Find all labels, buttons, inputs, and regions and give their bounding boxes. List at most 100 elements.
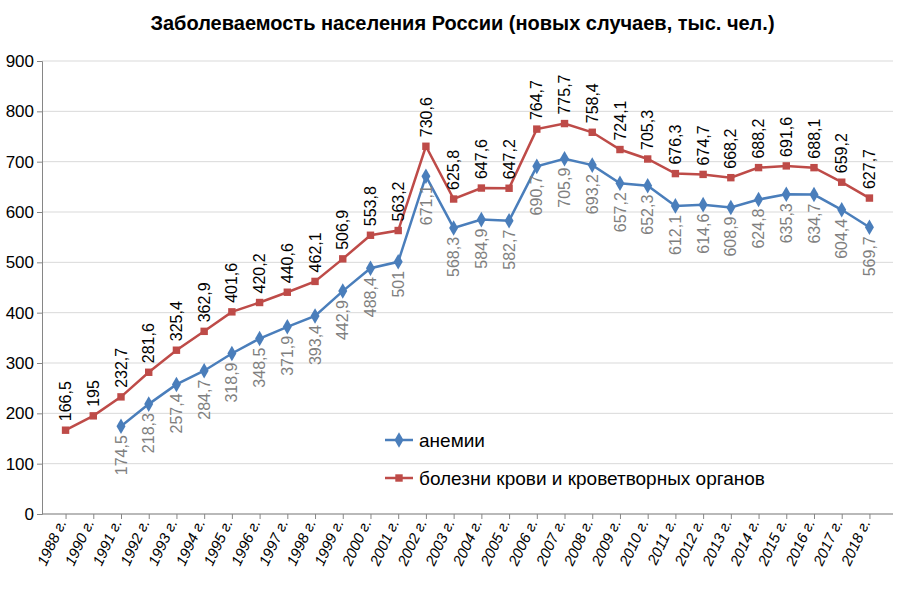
point — [505, 185, 512, 192]
legend-label: болезни крови и кроветворных органов — [419, 468, 765, 489]
data-label: 705,9 — [556, 168, 573, 208]
tick-label: 300 — [6, 354, 34, 373]
point — [810, 187, 819, 203]
data-label: 627,7 — [861, 149, 878, 189]
data-label: 624,8 — [750, 208, 767, 248]
legend-marker — [395, 474, 402, 481]
point — [256, 299, 263, 306]
point — [449, 220, 458, 236]
data-label: 652,3 — [639, 195, 656, 235]
point — [200, 363, 209, 379]
y-axis: 0100200300400500600700800900 — [6, 52, 43, 524]
data-label: 614,6 — [695, 214, 712, 254]
data-label: 634,7 — [806, 203, 823, 243]
tick: 2018 г. — [837, 514, 874, 569]
point — [560, 151, 569, 167]
tick-mark — [260, 514, 261, 519]
tick-mark — [786, 514, 787, 519]
tick-mark — [842, 514, 843, 519]
point — [643, 178, 652, 194]
data-label: 674,7 — [695, 125, 712, 165]
data-label: 442,9 — [334, 300, 351, 340]
tick: 500 — [6, 253, 42, 272]
tick-mark — [37, 212, 42, 213]
point — [366, 260, 375, 276]
point — [394, 254, 403, 270]
data-label: 676,3 — [667, 124, 684, 164]
tick-mark — [592, 514, 593, 519]
tick-label: 500 — [6, 253, 34, 272]
point — [144, 396, 153, 412]
data-label: 281,6 — [140, 323, 157, 363]
tick-mark — [481, 514, 482, 519]
tick: 800 — [6, 102, 42, 121]
data-label: 584,9 — [473, 229, 490, 269]
tick-mark — [675, 514, 676, 519]
data-label: 568,3 — [445, 237, 462, 277]
grid-line — [42, 262, 893, 263]
point — [311, 308, 320, 324]
tick-mark — [869, 514, 870, 519]
series-line — [66, 124, 870, 431]
point — [90, 412, 97, 419]
point — [228, 308, 235, 315]
point — [782, 186, 791, 202]
grid-line — [42, 61, 893, 62]
tick-label: 900 — [6, 52, 34, 71]
tick-mark — [398, 514, 399, 519]
point — [145, 369, 152, 376]
point — [255, 331, 264, 347]
point — [227, 346, 236, 362]
point — [589, 129, 596, 136]
point — [478, 184, 485, 191]
point — [338, 283, 347, 299]
tick-mark — [565, 514, 566, 519]
point — [532, 159, 541, 175]
tick-label: 2018 г. — [837, 516, 874, 569]
tick-mark — [648, 514, 649, 519]
data-label: 318,9 — [223, 362, 240, 402]
point — [533, 125, 540, 132]
grid-line — [42, 161, 893, 162]
point — [699, 171, 706, 178]
tick-mark — [426, 514, 427, 519]
tick-label: 200 — [6, 404, 34, 423]
tick: 0 — [25, 505, 42, 524]
series-line — [121, 159, 869, 426]
point — [699, 197, 708, 213]
point — [394, 227, 401, 234]
data-label: 657,2 — [612, 192, 629, 232]
data-label: 257,4 — [168, 393, 185, 433]
grid-line — [42, 363, 893, 364]
legend-marker — [395, 432, 404, 448]
tick-mark — [315, 514, 316, 519]
tick-mark — [37, 413, 42, 414]
tick-mark — [232, 514, 233, 519]
legend-item: болезни крови и кроветворных органов — [385, 468, 765, 489]
data-label: 730,6 — [418, 97, 435, 137]
tick-mark — [37, 262, 42, 263]
grid-line — [42, 514, 893, 515]
data-label: 348,5 — [251, 347, 268, 387]
tick-mark — [814, 514, 815, 519]
point — [672, 170, 679, 177]
data-label: 608,9 — [722, 216, 739, 256]
tick-mark — [343, 514, 344, 519]
tick-mark — [37, 111, 42, 112]
tick: 700 — [6, 153, 42, 172]
point — [311, 278, 318, 285]
data-label: 393,4 — [307, 325, 324, 365]
point — [172, 377, 181, 393]
tick-mark — [370, 514, 371, 519]
data-label: 647,2 — [501, 139, 518, 179]
data-label: 371,9 — [279, 336, 296, 376]
data-label: 659,2 — [833, 133, 850, 173]
data-label: 691,6 — [778, 117, 795, 157]
tick-label: 400 — [6, 304, 34, 323]
tick-mark — [37, 363, 42, 364]
point — [200, 328, 207, 335]
data-label: 705,3 — [639, 110, 656, 150]
data-label: 775,7 — [556, 74, 573, 114]
data-labels: 174,5218,3257,4284,7318,9348,5371,9393,4… — [57, 74, 878, 475]
tick-mark — [37, 313, 42, 314]
